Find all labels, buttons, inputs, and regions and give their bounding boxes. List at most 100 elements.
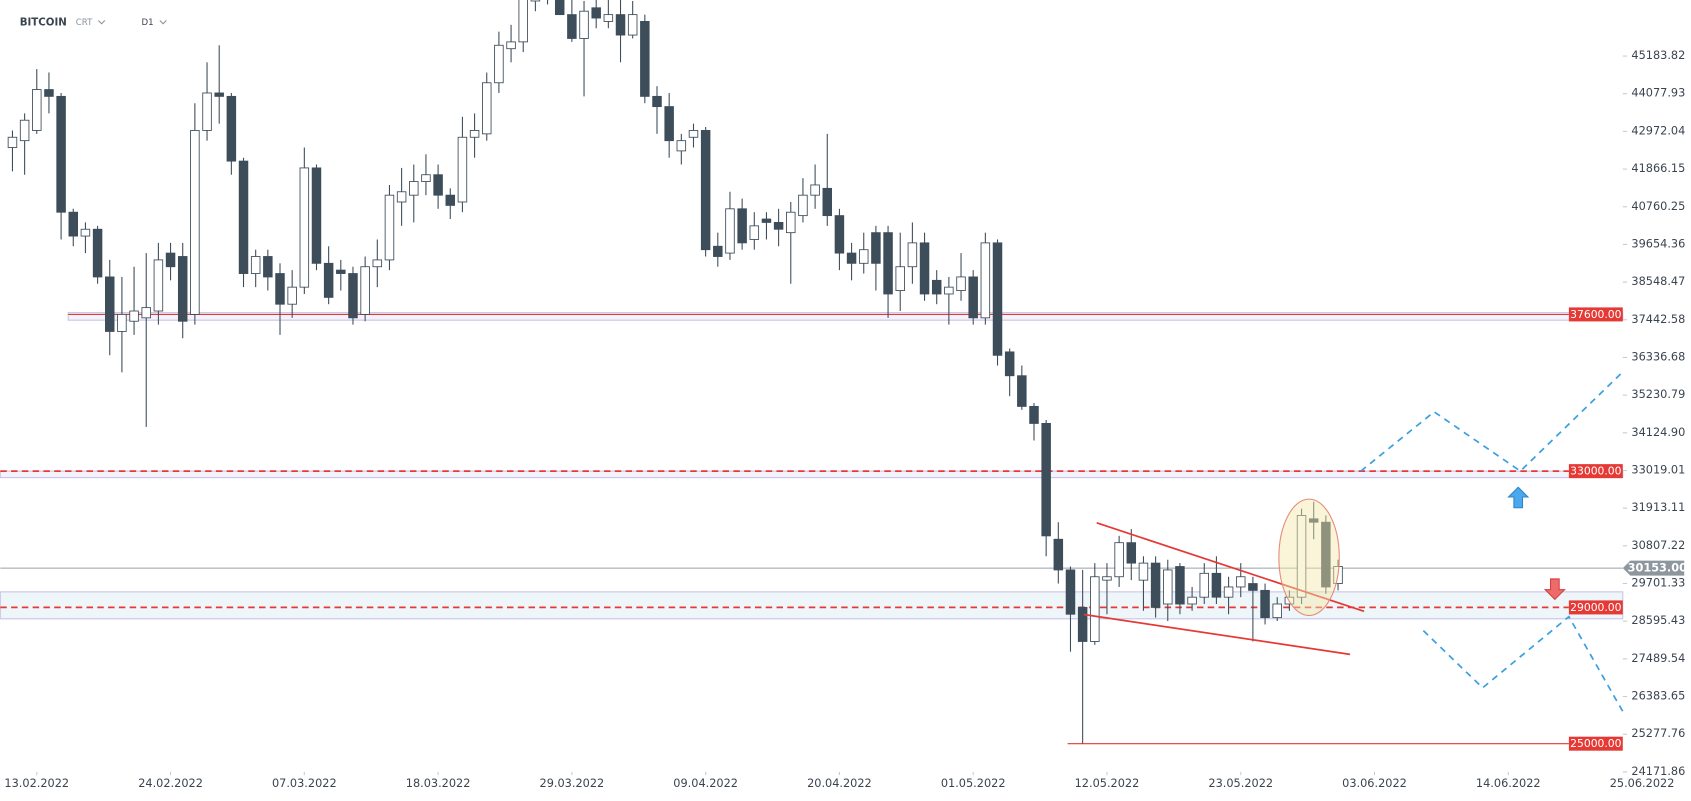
- candle-body: [7, 136, 18, 148]
- candle-body: [603, 14, 614, 22]
- candle-body: [1150, 562, 1161, 608]
- level-label: 29000.00: [1570, 601, 1622, 614]
- candle-body: [421, 174, 431, 182]
- candle-body: [858, 249, 869, 264]
- candle-body: [773, 222, 784, 230]
- candle-body: [919, 242, 930, 295]
- y-tick-label: 29701.33: [1631, 577, 1685, 590]
- y-tick-label: 42972.04: [1631, 124, 1685, 137]
- candle-body: [786, 211, 796, 234]
- candle-body: [482, 82, 492, 135]
- y-tick-label: 39654.36: [1631, 237, 1685, 250]
- candle-body: [992, 242, 1003, 356]
- candle-body: [1308, 518, 1319, 523]
- candle-body: [652, 95, 662, 108]
- x-tick-label: 09.04.2022: [673, 777, 738, 790]
- candle-body: [1175, 566, 1185, 605]
- candle-body: [530, 0, 541, 2]
- level-label-box: [1568, 307, 1623, 322]
- trendline: [1096, 522, 1365, 613]
- drawings: [1083, 371, 1624, 712]
- x-tick-label: 18.03.2022: [406, 777, 471, 790]
- x-tick-label: 29.03.2022: [540, 777, 605, 790]
- y-tick-label: 24171.86: [1631, 765, 1685, 778]
- candle-body: [105, 276, 115, 332]
- x-tick-label: 13.02.2022: [4, 777, 69, 790]
- candle-body: [713, 245, 723, 257]
- candle-body: [761, 218, 772, 223]
- y-tick-label: 35230.79: [1631, 388, 1685, 401]
- level-label-box: [1568, 600, 1623, 615]
- y-tick-label: 25277.76: [1631, 727, 1685, 740]
- symbol[interactable]: BITCOIN: [20, 17, 67, 29]
- candle-body: [457, 136, 468, 203]
- candle-body: [226, 95, 237, 162]
- candle-body: [323, 262, 334, 298]
- y-tick-label: 28595.43: [1631, 614, 1685, 627]
- dropdown-icon[interactable]: [98, 20, 106, 25]
- candle-body: [1223, 586, 1234, 598]
- x-tick-label: 24.02.2022: [138, 777, 203, 790]
- level-label-box: [1568, 736, 1623, 751]
- candle-body: [798, 194, 808, 217]
- y-tick-label: 37442.58: [1631, 313, 1685, 326]
- arrow-up: [1507, 486, 1530, 509]
- candle-body: [92, 228, 103, 278]
- instrument-type[interactable]: CRT: [76, 18, 93, 28]
- candle-body: [846, 252, 857, 264]
- dropdown-icon[interactable]: [159, 20, 167, 25]
- y-tick-label: 34124.90: [1631, 426, 1685, 439]
- y-tick-label: 31913.11: [1631, 501, 1685, 514]
- trendline: [1083, 613, 1351, 656]
- candle-body: [141, 307, 151, 319]
- projection-down: [1422, 615, 1624, 712]
- projection-up: [1360, 371, 1624, 473]
- candle-body: [372, 259, 383, 268]
- candle-body: [907, 242, 918, 268]
- candle-body: [810, 184, 820, 196]
- highlight-ellipse: [1278, 498, 1340, 617]
- y-tick-label: 26383.65: [1631, 690, 1685, 703]
- candle-body: [615, 14, 626, 36]
- candle-body: [1126, 542, 1137, 564]
- candle-body: [980, 242, 991, 319]
- candle-body: [1199, 572, 1209, 598]
- candle-body: [177, 256, 188, 322]
- candle-body: [640, 20, 650, 97]
- support-zone: [0, 591, 1624, 620]
- candle-body: [433, 174, 443, 196]
- x-tick-label: 25.06.2022: [1610, 777, 1675, 790]
- candle-body: [579, 10, 589, 39]
- candle-body: [834, 215, 845, 254]
- candle-body: [165, 252, 176, 268]
- candle-body: [1004, 351, 1015, 377]
- candle-body: [263, 256, 273, 278]
- x-tick-label: 20.04.2022: [807, 777, 872, 790]
- candle-body: [956, 276, 966, 292]
- candle-body: [129, 310, 139, 322]
- timeframe[interactable]: D1: [142, 18, 154, 28]
- candle-body: [384, 194, 395, 261]
- candle-body: [469, 130, 480, 138]
- candle-body: [1017, 375, 1027, 407]
- resistance-zone: [0, 470, 1624, 479]
- candle-body: [968, 276, 978, 319]
- candle-body: [360, 266, 370, 315]
- candle-body: [494, 44, 504, 84]
- candle-body: [1296, 514, 1307, 598]
- x-tick-label: 07.03.2022: [272, 777, 337, 790]
- candle-body: [506, 41, 516, 50]
- last-price-box: [1622, 560, 1685, 576]
- candle-body: [1321, 521, 1331, 588]
- candle-body: [348, 273, 358, 319]
- y-tick-label: 44077.93: [1631, 87, 1685, 100]
- candle-body: [567, 14, 577, 39]
- candle-body: [396, 191, 407, 203]
- candle-body: [445, 194, 456, 206]
- candle-body: [664, 106, 674, 142]
- candle-body: [737, 208, 747, 244]
- candle-body: [287, 286, 297, 305]
- y-tick-label: 41866.15: [1631, 162, 1685, 175]
- candle-body: [1041, 423, 1051, 537]
- candle-body: [700, 130, 711, 251]
